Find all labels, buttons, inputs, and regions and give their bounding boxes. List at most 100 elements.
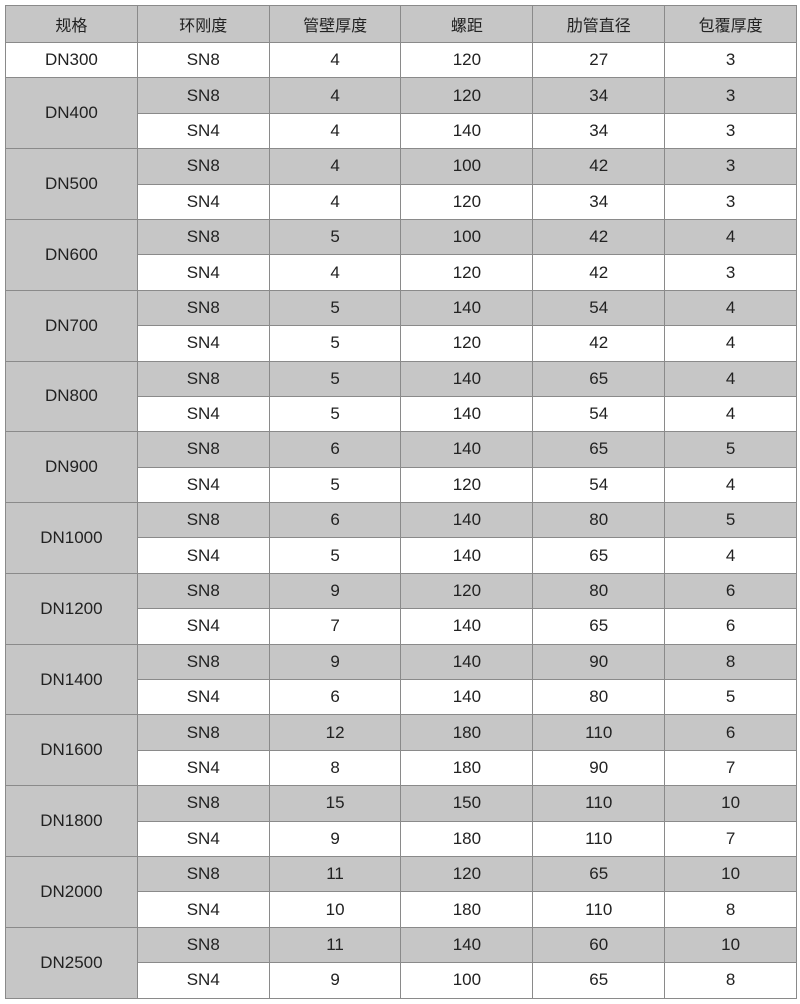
table-cell: 5 [664,431,797,468]
spec-cell: DN900 [5,431,138,504]
table-cell: SN8 [136,572,270,610]
table-cell: 120 [400,325,534,362]
table-cell: 5 [268,218,402,256]
column-header: 包覆厚度 [664,5,797,43]
table-cell: 4 [664,395,797,433]
table-cell: 180 [400,891,534,928]
column-header: 管壁厚度 [268,5,402,43]
table-row: DN700 SN8 5 140 54 4 [5,289,797,362]
table-cell: 54 [532,466,666,504]
table-cell: 42 [532,254,666,291]
table-cell: SN4 [136,466,270,504]
table-cell: 5 [664,502,797,539]
spec-cell: DN2500 [5,926,138,999]
spec-cell: DN1600 [5,714,138,787]
table-cell: 11 [268,855,402,893]
table-cell: 120 [400,77,534,114]
table-cell: 140 [400,679,534,716]
table-cell: 140 [400,643,534,681]
table-cell: 4 [268,77,402,114]
table-cell: 10 [664,926,797,964]
table-cell: 140 [400,608,534,645]
table-cell: 140 [400,289,534,327]
table-cell: SN4 [136,962,270,999]
table-cell: 120 [400,183,534,220]
spec-cell: DN300 [5,41,138,79]
table-cell: 140 [400,926,534,964]
table-cell: 140 [400,431,534,468]
table-cell: 140 [400,502,534,539]
table-row: DN900 SN8 6 140 65 5 [5,431,797,504]
table-cell: 6 [268,679,402,716]
table-cell: 8 [664,962,797,999]
table-cell: SN8 [136,360,270,397]
table-row: SN4 5 140 54 4 [6,395,797,433]
table-cell: 10 [664,855,797,893]
table-cell: 110 [532,891,666,928]
table-cell: 100 [400,218,534,256]
table-cell: 90 [532,643,666,681]
table-cell: 5 [268,395,402,433]
table-cell: 5 [268,466,402,504]
table-row: SN4 4 140 34 3 [6,112,797,150]
table-cell: 4 [664,360,797,397]
table-cell: 9 [268,962,402,999]
spec-cell: DN600 [5,218,138,291]
table-cell: 9 [268,572,402,610]
table-cell: 6 [664,608,797,645]
spec-cell: DN1000 [5,502,138,574]
table-cell: 11 [268,926,402,964]
spec-cell: DN2000 [5,855,138,928]
table-cell: 8 [664,891,797,928]
table-cell: 120 [400,466,534,504]
table-cell: 3 [664,41,797,79]
spec-cell: DN1800 [5,785,138,857]
column-header: 环刚度 [136,5,270,43]
table-cell: 110 [532,820,666,857]
table-cell: 90 [532,749,666,787]
table-cell: 120 [400,572,534,610]
spec-cell: DN800 [5,360,138,433]
table-cell: SN8 [136,785,270,822]
table-cell: SN4 [136,537,270,574]
table-cell: SN4 [136,749,270,787]
table-row: DN400 SN8 4 120 34 3 [5,77,797,150]
table-cell: 34 [532,112,666,150]
table-cell: SN8 [136,148,270,185]
table-row: DN1000 SN8 6 140 80 5 [5,502,797,574]
table-cell: 4 [268,254,402,291]
table-row: DN500 SN8 4 100 42 3 [5,148,797,220]
table-cell: 65 [532,537,666,574]
table-cell: 150 [400,785,534,822]
table-row: DN800 SN8 5 140 65 4 [5,360,797,433]
table-cell: 80 [532,502,666,539]
table-cell: SN8 [136,41,270,79]
table-cell: 3 [664,148,797,185]
table-cell: 3 [664,77,797,114]
table-row: DN1200 SN8 9 120 80 6 [5,572,797,645]
table-cell: 4 [664,325,797,362]
table-row: DN2500 SN8 11 140 60 10 [5,926,797,999]
table-cell: 8 [664,643,797,681]
table-cell: 6 [664,714,797,751]
table-cell: 54 [532,289,666,327]
table-cell: 3 [664,112,797,150]
table-cell: SN4 [136,608,270,645]
table-cell: 4 [664,537,797,574]
table-row: SN4 8 180 90 7 [6,749,797,787]
table-cell: 100 [400,962,534,999]
table-cell: 3 [664,254,797,291]
table-cell: 110 [532,785,666,822]
column-header: 规格 [5,5,138,43]
table-cell: 120 [400,254,534,291]
table-cell: 120 [400,41,534,79]
table-cell: 140 [400,112,534,150]
table-cell: 15 [268,785,402,822]
table-cell: 34 [532,183,666,220]
table-row: SN4 9 100 65 8 [6,962,797,999]
table-cell: 60 [532,926,666,964]
table-cell: 180 [400,820,534,857]
table-cell: 140 [400,360,534,397]
table-row: SN4 4 120 42 3 [6,254,797,291]
table-cell: 5 [268,360,402,397]
